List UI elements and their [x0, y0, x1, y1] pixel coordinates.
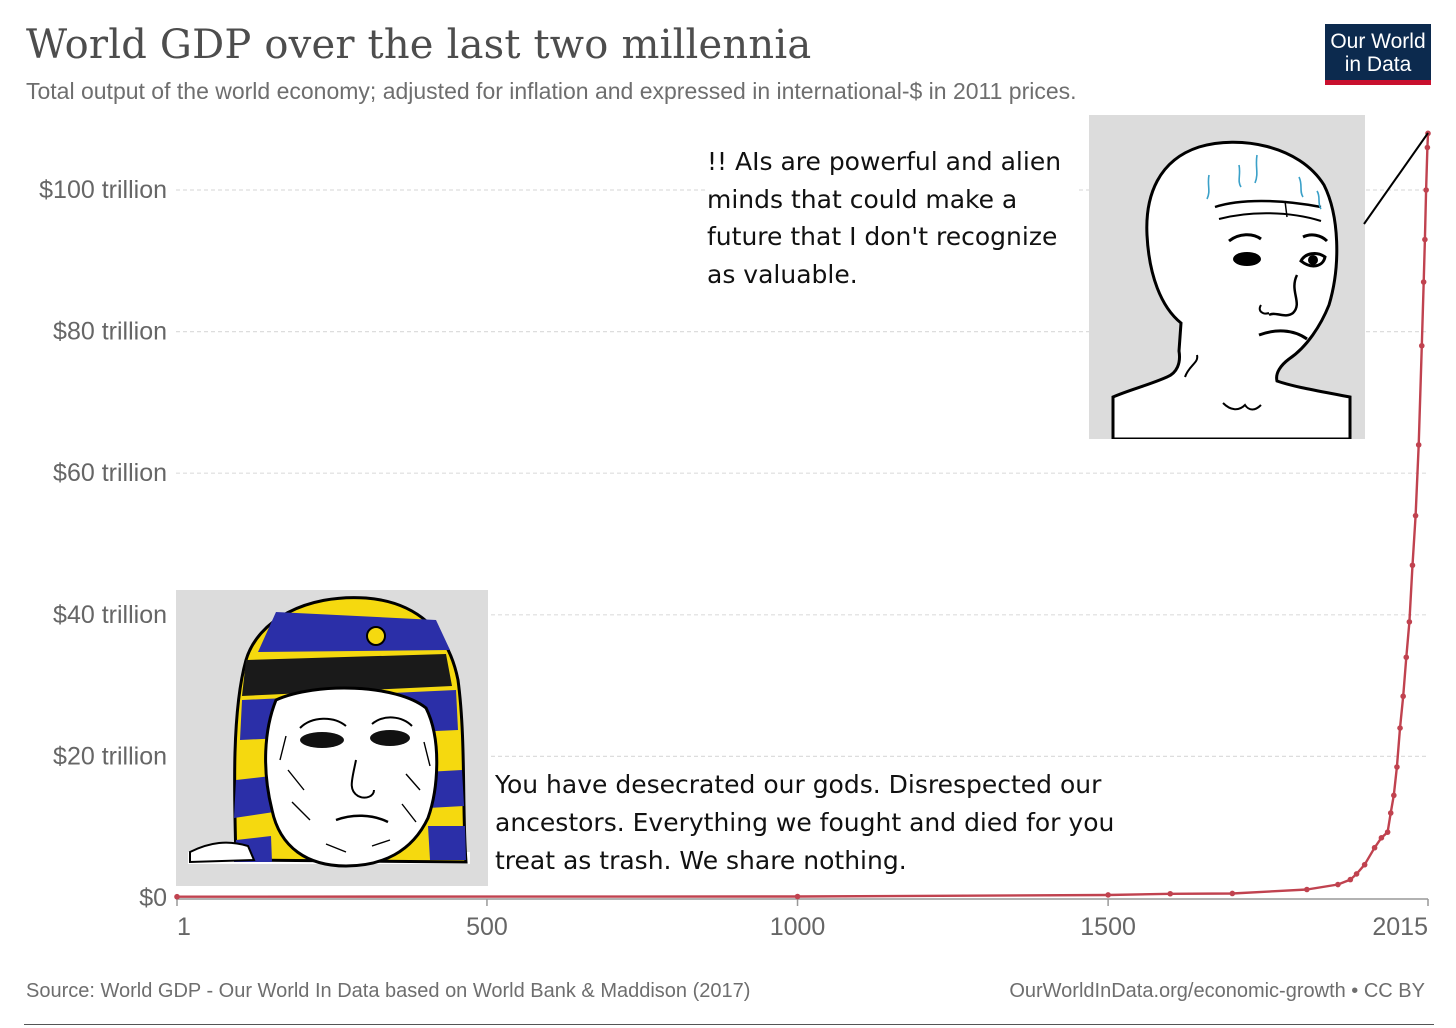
pharaoh-wojak-face-icon [188, 596, 470, 868]
gdp-data-point [1229, 890, 1236, 897]
logo-line-1: Our World [1330, 30, 1426, 53]
gdp-data-point [1371, 844, 1378, 851]
y-tick-label: $80 trillion [53, 318, 167, 346]
chart-subtitle: Total output of the world economy; adjus… [26, 78, 1077, 104]
gdp-data-point [1304, 886, 1310, 893]
gdp-data-point [1397, 725, 1403, 731]
source-note: Source: World GDP - Our World In Data ba… [26, 980, 751, 1002]
owid-logo[interactable]: Our World in Data [1325, 24, 1431, 85]
gdp-data-point [794, 893, 801, 900]
gdp-data-point [1425, 130, 1431, 137]
wojak-caption: !! AIs are powerful and alien minds that… [707, 143, 1079, 293]
gdp-data-point [1418, 342, 1425, 349]
gdp-data-point [1422, 236, 1428, 243]
gdp-data-point [1406, 619, 1413, 625]
gdp-data-point [1424, 144, 1431, 151]
gdp-data-point [1353, 871, 1360, 877]
gdp-data-point [1387, 810, 1394, 816]
x-axis: 1 500 1000 1500 2015 [176, 898, 1429, 941]
gdp-data-point [1394, 764, 1400, 770]
x-tick-label: 1 [177, 913, 191, 941]
gdp-data-point [1403, 654, 1410, 661]
y-tick-label: $60 trillion [53, 459, 167, 487]
x-tick-label: 2015 [1372, 913, 1428, 941]
gdp-data-point [1361, 861, 1368, 868]
gdp-data-point [1412, 512, 1419, 519]
x-tick-label: 1500 [1080, 913, 1136, 941]
gdp-data-point [1415, 442, 1422, 448]
gdp-data-point [1105, 892, 1111, 898]
pharaoh-caption: You have desecrated our gods. Disrespect… [495, 766, 1125, 880]
gdp-data-point [1167, 890, 1174, 897]
gdp-data-point [1391, 792, 1397, 799]
y-axis-tick-labels: $0 $20 trillion $40 trillion $60 trillion $8… [39, 176, 167, 912]
gdp-data-point [1420, 279, 1427, 285]
gdp-data-point [1378, 835, 1385, 841]
gdp-data-point [1335, 881, 1341, 888]
pharaoh-panel [176, 590, 488, 886]
chart-title: World GDP over the last two millennia [26, 22, 812, 68]
gdp-data-point [1384, 829, 1391, 835]
footer-divider [24, 1024, 1434, 1025]
y-tick-label: $100 trillion [39, 176, 167, 204]
gdp-data-point [1423, 187, 1429, 193]
gdp-series [174, 130, 1431, 900]
gdp-data-point [1409, 562, 1416, 569]
gdp-data-point [174, 893, 180, 900]
y-tick-label: $40 trillion [53, 601, 167, 629]
worried-wojak-face-icon [1111, 140, 1352, 441]
logo-line-2: in Data [1344, 53, 1412, 76]
gdp-data-point [1347, 876, 1354, 883]
x-tick-label: 500 [466, 913, 508, 941]
x-tick-label: 1000 [770, 913, 826, 941]
source-url-link[interactable]: OurWorldInData.org/economic-growth • CC … [1009, 980, 1425, 1002]
y-tick-label: $0 [139, 884, 167, 912]
gdp-data-point [1400, 693, 1406, 700]
y-tick-label: $20 trillion [53, 742, 167, 770]
wojak-panel [1089, 115, 1365, 441]
